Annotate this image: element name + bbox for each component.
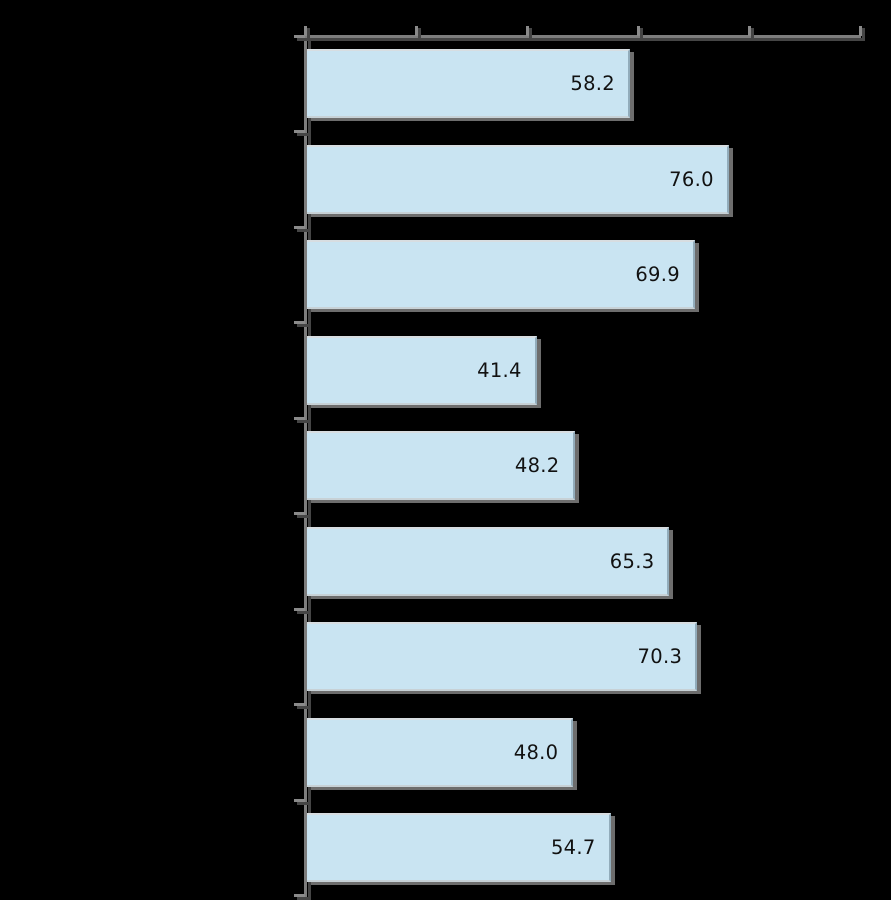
bar-value-label: 41.4 [477, 358, 522, 382]
bar-value-label: 58.2 [570, 72, 615, 96]
y-axis-tick [294, 225, 305, 229]
x-axis-tick [525, 26, 529, 36]
bar: 41.4 [307, 335, 537, 405]
y-axis-line [304, 35, 307, 900]
bar: 48.0 [307, 717, 574, 787]
bar: 58.2 [307, 49, 630, 119]
y-axis-tick [294, 130, 305, 133]
y-axis-tick [294, 416, 305, 420]
x-axis-tick [414, 26, 418, 36]
bar: 69.9 [307, 240, 695, 310]
x-axis-tick [303, 26, 307, 36]
x-axis-line [295, 35, 861, 38]
x-axis-tick [858, 26, 862, 36]
bar-value-label: 65.3 [609, 549, 655, 573]
y-axis-tick [294, 894, 305, 897]
y-axis-tick [294, 798, 305, 802]
bar: 70.3 [307, 622, 698, 692]
bar-value-label: 76.0 [669, 167, 714, 191]
bar-value-label: 69.9 [635, 263, 680, 287]
bar: 76.0 [307, 144, 729, 214]
bar: 54.7 [307, 813, 611, 883]
y-axis-tick [294, 34, 305, 38]
bar-value-label: 70.3 [637, 645, 683, 669]
y-axis-tick [294, 703, 305, 706]
y-axis-tick [294, 321, 305, 324]
x-axis-tick [747, 26, 751, 36]
y-axis-tick [294, 607, 305, 611]
bar: 65.3 [307, 526, 670, 596]
bar-value-label: 48.2 [514, 454, 560, 478]
y-axis-tick [294, 512, 305, 515]
bar-value-label: 48.0 [513, 740, 559, 764]
bar-value-label: 54.7 [550, 836, 596, 860]
x-axis-tick [636, 26, 640, 36]
bar: 48.2 [307, 431, 575, 501]
